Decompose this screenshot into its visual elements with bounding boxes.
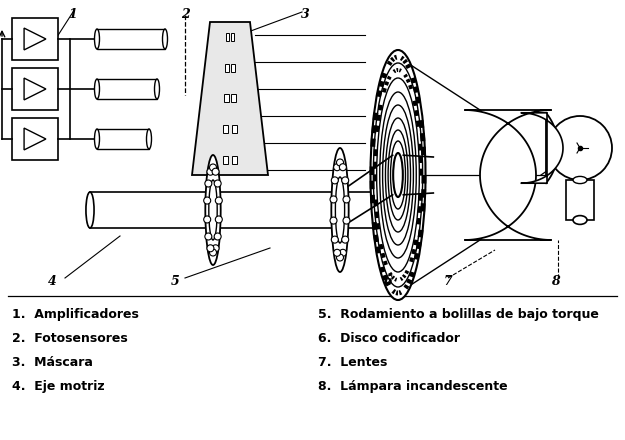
Text: 6: 6 <box>384 275 392 288</box>
Ellipse shape <box>336 177 344 243</box>
Circle shape <box>204 216 211 223</box>
Ellipse shape <box>573 176 587 183</box>
Bar <box>232 156 238 164</box>
Bar <box>97 79 157 99</box>
Circle shape <box>207 168 214 175</box>
Text: 5.  Rodamiento a bolillas de bajo torque: 5. Rodamiento a bolillas de bajo torque <box>318 308 599 321</box>
Circle shape <box>209 249 216 256</box>
Text: 3: 3 <box>301 8 309 21</box>
Text: 5: 5 <box>171 275 179 288</box>
Circle shape <box>548 116 612 180</box>
Circle shape <box>343 196 350 203</box>
Text: 7: 7 <box>444 275 452 288</box>
Bar <box>12 18 58 60</box>
Circle shape <box>212 168 219 175</box>
Circle shape <box>334 164 341 171</box>
Circle shape <box>330 217 337 224</box>
Text: 4: 4 <box>48 275 56 288</box>
Bar <box>225 64 229 72</box>
Ellipse shape <box>94 129 99 149</box>
Bar <box>12 68 58 110</box>
Circle shape <box>215 216 222 223</box>
Ellipse shape <box>393 153 403 197</box>
Bar <box>222 156 228 164</box>
Circle shape <box>214 233 221 240</box>
Bar <box>232 125 236 133</box>
Ellipse shape <box>371 50 426 300</box>
Bar <box>97 129 149 149</box>
Bar <box>231 33 234 41</box>
Polygon shape <box>192 22 268 175</box>
Circle shape <box>205 233 212 240</box>
Bar <box>566 180 594 220</box>
Ellipse shape <box>154 79 159 99</box>
Bar <box>12 118 58 160</box>
Text: 1.  Amplificadores: 1. Amplificadores <box>12 308 139 321</box>
Bar <box>226 33 229 41</box>
Ellipse shape <box>146 129 151 149</box>
Circle shape <box>214 180 221 187</box>
Circle shape <box>331 236 338 243</box>
Text: 6.  Disco codificador: 6. Disco codificador <box>318 332 460 345</box>
Text: 3.  Máscara: 3. Máscara <box>12 356 93 369</box>
Circle shape <box>331 177 338 184</box>
Ellipse shape <box>94 29 99 49</box>
Circle shape <box>343 217 350 224</box>
Circle shape <box>204 197 211 204</box>
Bar <box>97 29 165 49</box>
Text: 1: 1 <box>69 8 78 21</box>
Text: 8.  Lámpara incandescente: 8. Lámpara incandescente <box>318 380 508 393</box>
Text: 8: 8 <box>551 275 559 288</box>
Ellipse shape <box>573 216 587 224</box>
Bar <box>224 95 229 103</box>
Ellipse shape <box>86 192 94 228</box>
Circle shape <box>339 249 346 256</box>
Polygon shape <box>521 113 563 183</box>
Text: 7.  Lentes: 7. Lentes <box>318 356 388 369</box>
Circle shape <box>342 236 349 243</box>
Circle shape <box>209 164 216 171</box>
Circle shape <box>207 245 214 252</box>
Circle shape <box>336 254 344 261</box>
Polygon shape <box>464 110 551 240</box>
Text: 4.  Eje motriz: 4. Eje motriz <box>12 380 104 393</box>
Bar <box>231 64 235 72</box>
Ellipse shape <box>94 79 99 99</box>
Ellipse shape <box>205 155 221 265</box>
Bar <box>224 125 228 133</box>
Circle shape <box>215 197 222 204</box>
Ellipse shape <box>162 29 168 49</box>
Circle shape <box>330 196 337 203</box>
Ellipse shape <box>209 180 217 240</box>
Circle shape <box>212 245 219 252</box>
Ellipse shape <box>331 148 349 272</box>
Bar <box>231 95 236 103</box>
Circle shape <box>205 180 212 187</box>
Circle shape <box>342 177 349 184</box>
Circle shape <box>334 249 341 256</box>
Circle shape <box>336 159 344 166</box>
Circle shape <box>339 164 346 171</box>
Text: 2.  Fotosensores: 2. Fotosensores <box>12 332 128 345</box>
Text: 2: 2 <box>181 8 189 21</box>
